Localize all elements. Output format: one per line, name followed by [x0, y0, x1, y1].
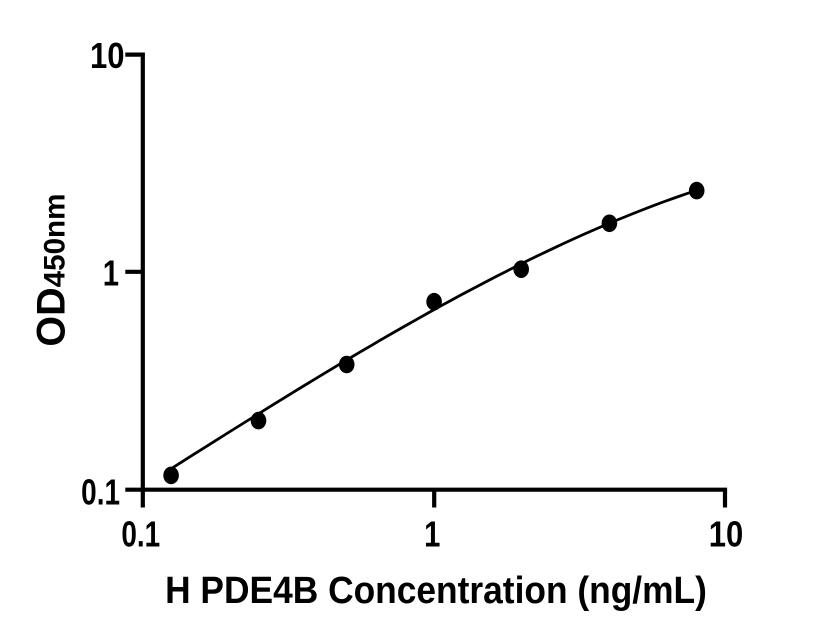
svg-text:10: 10 [90, 36, 125, 77]
svg-text:0.1: 0.1 [121, 514, 160, 554]
svg-text:1: 1 [424, 514, 440, 555]
svg-text:H PDE4B Concentration (ng/mL): H PDE4B Concentration (ng/mL) [165, 569, 707, 611]
svg-text:1: 1 [103, 253, 119, 294]
svg-text:10: 10 [709, 514, 744, 555]
svg-text:0.1: 0.1 [81, 472, 120, 512]
